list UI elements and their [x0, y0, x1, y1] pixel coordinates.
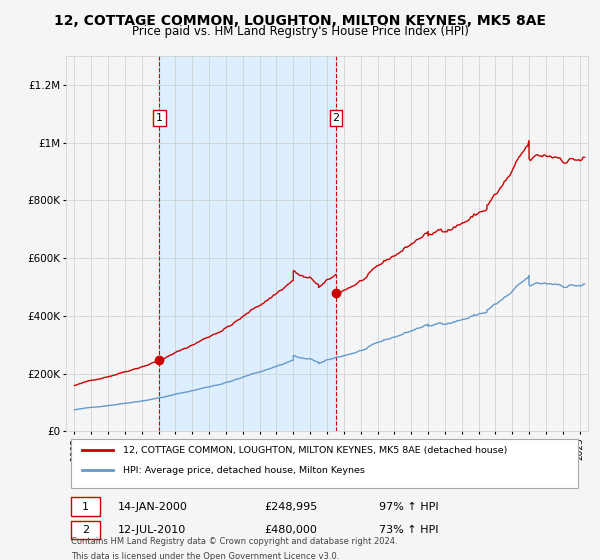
- Text: 2: 2: [82, 525, 89, 535]
- Text: HPI: Average price, detached house, Milton Keynes: HPI: Average price, detached house, Milt…: [124, 466, 365, 475]
- Text: This data is licensed under the Open Government Licence v3.0.: This data is licensed under the Open Gov…: [71, 552, 340, 560]
- Bar: [159, 56, 336, 431]
- Text: 97% ↑ HPI: 97% ↑ HPI: [379, 502, 439, 512]
- Text: 12, COTTAGE COMMON, LOUGHTON, MILTON KEYNES, MK5 8AE (detached house): 12, COTTAGE COMMON, LOUGHTON, MILTON KEY…: [124, 446, 508, 455]
- FancyBboxPatch shape: [71, 497, 100, 516]
- Text: 12, COTTAGE COMMON, LOUGHTON, MILTON KEYNES, MK5 8AE: 12, COTTAGE COMMON, LOUGHTON, MILTON KEY…: [54, 14, 546, 28]
- Text: Contains HM Land Registry data © Crown copyright and database right 2024.: Contains HM Land Registry data © Crown c…: [71, 538, 398, 547]
- Text: 1: 1: [156, 113, 163, 123]
- Text: £248,995: £248,995: [265, 502, 317, 512]
- Text: 2: 2: [332, 113, 340, 123]
- FancyBboxPatch shape: [71, 521, 100, 539]
- Text: £480,000: £480,000: [265, 525, 317, 535]
- Text: 73% ↑ HPI: 73% ↑ HPI: [379, 525, 439, 535]
- Text: 1: 1: [82, 502, 89, 512]
- Text: Price paid vs. HM Land Registry's House Price Index (HPI): Price paid vs. HM Land Registry's House …: [131, 25, 469, 38]
- Text: 12-JUL-2010: 12-JUL-2010: [118, 525, 187, 535]
- FancyBboxPatch shape: [71, 438, 578, 488]
- Text: 14-JAN-2000: 14-JAN-2000: [118, 502, 188, 512]
